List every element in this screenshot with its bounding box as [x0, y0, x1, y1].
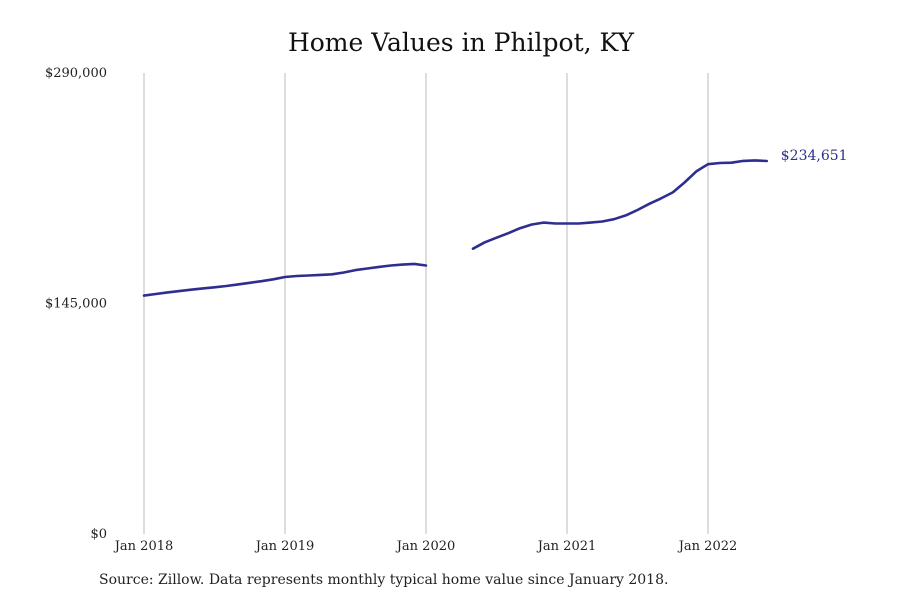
x-tick-label: Jan 2018: [113, 539, 174, 554]
end-value-label: $234,651: [781, 148, 848, 164]
x-tick-label: Jan 2021: [536, 539, 597, 554]
x-axis-tick-labels: Jan 2018 Jan 2019 Jan 2020 Jan 2021 Jan 2022: [113, 539, 738, 554]
x-tick-label: Jan 2019: [254, 539, 315, 554]
source-note: Source: Zillow. Data represents monthly …: [99, 572, 669, 588]
y-axis-tick-labels: $0 $145,000 $290,000: [45, 66, 107, 542]
y-tick-label: $290,000: [45, 66, 107, 81]
series-group: $234,651: [142, 148, 848, 297]
chart-title: Home Values in Philpot, KY: [288, 28, 635, 57]
x-tick-label: Jan 2022: [677, 539, 738, 554]
series-line: [142, 159, 769, 297]
y-tick-label: $145,000: [45, 297, 107, 312]
y-tick-label: $0: [90, 527, 107, 542]
x-tick-label: Jan 2020: [395, 539, 456, 554]
gridlines: [143, 73, 709, 534]
